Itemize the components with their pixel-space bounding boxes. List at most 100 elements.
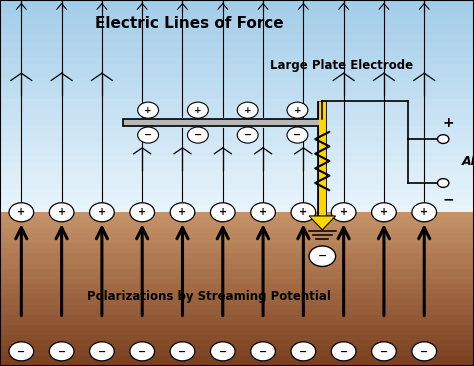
Text: −: − [259, 346, 267, 356]
Circle shape [130, 342, 155, 361]
Bar [0, 320, 474, 325]
Circle shape [90, 342, 114, 361]
Text: −: − [98, 346, 106, 356]
Bar [0, 36, 474, 42]
Circle shape [287, 127, 308, 143]
Bar [0, 356, 474, 361]
Circle shape [187, 102, 209, 118]
Text: −: − [194, 130, 202, 140]
Circle shape [210, 342, 235, 361]
Bar [0, 335, 474, 340]
Bar [0, 21, 474, 28]
Bar [0, 49, 474, 57]
Text: −: − [380, 346, 388, 356]
Circle shape [49, 203, 74, 222]
Circle shape [372, 342, 396, 361]
Bar [0, 191, 474, 198]
Bar [0, 258, 474, 264]
Bar [0, 217, 474, 223]
Text: −: − [420, 346, 428, 356]
Circle shape [90, 203, 114, 222]
Bar [0, 299, 474, 305]
Circle shape [130, 203, 155, 222]
Circle shape [309, 246, 336, 266]
Text: +: + [17, 207, 26, 217]
Bar [0, 264, 474, 269]
Circle shape [372, 203, 396, 222]
Bar [0, 228, 474, 233]
Circle shape [237, 102, 258, 118]
Text: −: − [293, 130, 301, 140]
Circle shape [210, 203, 235, 222]
Bar [0, 92, 474, 99]
Bar [0, 212, 474, 217]
Bar [0, 305, 474, 310]
Bar [0, 233, 474, 238]
Text: −: − [318, 251, 327, 261]
Circle shape [137, 102, 158, 118]
Circle shape [251, 342, 275, 361]
Bar [0, 28, 474, 36]
Circle shape [137, 127, 158, 143]
Bar [0, 142, 474, 149]
Circle shape [49, 342, 74, 361]
Text: +: + [339, 207, 348, 217]
Bar [0, 163, 474, 170]
Circle shape [438, 179, 449, 187]
Bar [0, 361, 474, 366]
Text: Large Plate Electrode: Large Plate Electrode [270, 59, 413, 72]
Bar [0, 223, 474, 228]
Circle shape [412, 203, 437, 222]
Text: +: + [138, 207, 146, 217]
Bar [0, 279, 474, 284]
Text: AE: AE [462, 154, 474, 168]
Bar [123, 119, 322, 126]
Bar [0, 149, 474, 156]
Bar [0, 156, 474, 163]
Text: +: + [57, 207, 66, 217]
Bar [0, 7, 474, 14]
Bar [0, 351, 474, 356]
Circle shape [9, 342, 34, 361]
Bar [0, 177, 474, 184]
Circle shape [237, 127, 258, 143]
Text: −: − [138, 346, 146, 356]
Circle shape [187, 127, 209, 143]
Bar [0, 71, 474, 78]
Text: +: + [259, 207, 267, 217]
Text: +: + [299, 207, 308, 217]
Bar [0, 269, 474, 274]
Circle shape [331, 342, 356, 361]
Bar [0, 315, 474, 320]
Text: +: + [144, 106, 152, 115]
Text: +: + [219, 207, 227, 217]
Bar [0, 340, 474, 346]
Bar [0, 14, 474, 21]
Text: −: − [57, 346, 66, 356]
Bar [0, 310, 474, 315]
Bar [0, 134, 474, 142]
Circle shape [170, 342, 195, 361]
Circle shape [331, 203, 356, 222]
Text: −: − [17, 346, 26, 356]
Bar [0, 113, 474, 120]
Bar [0, 127, 474, 134]
Bar [0, 64, 474, 71]
Bar [0, 170, 474, 177]
Bar [0, 205, 474, 212]
Bar [0, 198, 474, 205]
Bar [0, 106, 474, 113]
Bar [0, 42, 474, 49]
Text: −: − [442, 193, 454, 206]
Bar [0, 346, 474, 351]
Text: +: + [244, 106, 252, 115]
Text: +: + [420, 207, 428, 217]
Bar [0, 248, 474, 253]
Bar [0, 243, 474, 248]
Bar [0, 78, 474, 85]
Circle shape [287, 102, 308, 118]
Text: +: + [380, 207, 388, 217]
Circle shape [251, 203, 275, 222]
Text: +: + [98, 207, 106, 217]
Bar [0, 289, 474, 294]
